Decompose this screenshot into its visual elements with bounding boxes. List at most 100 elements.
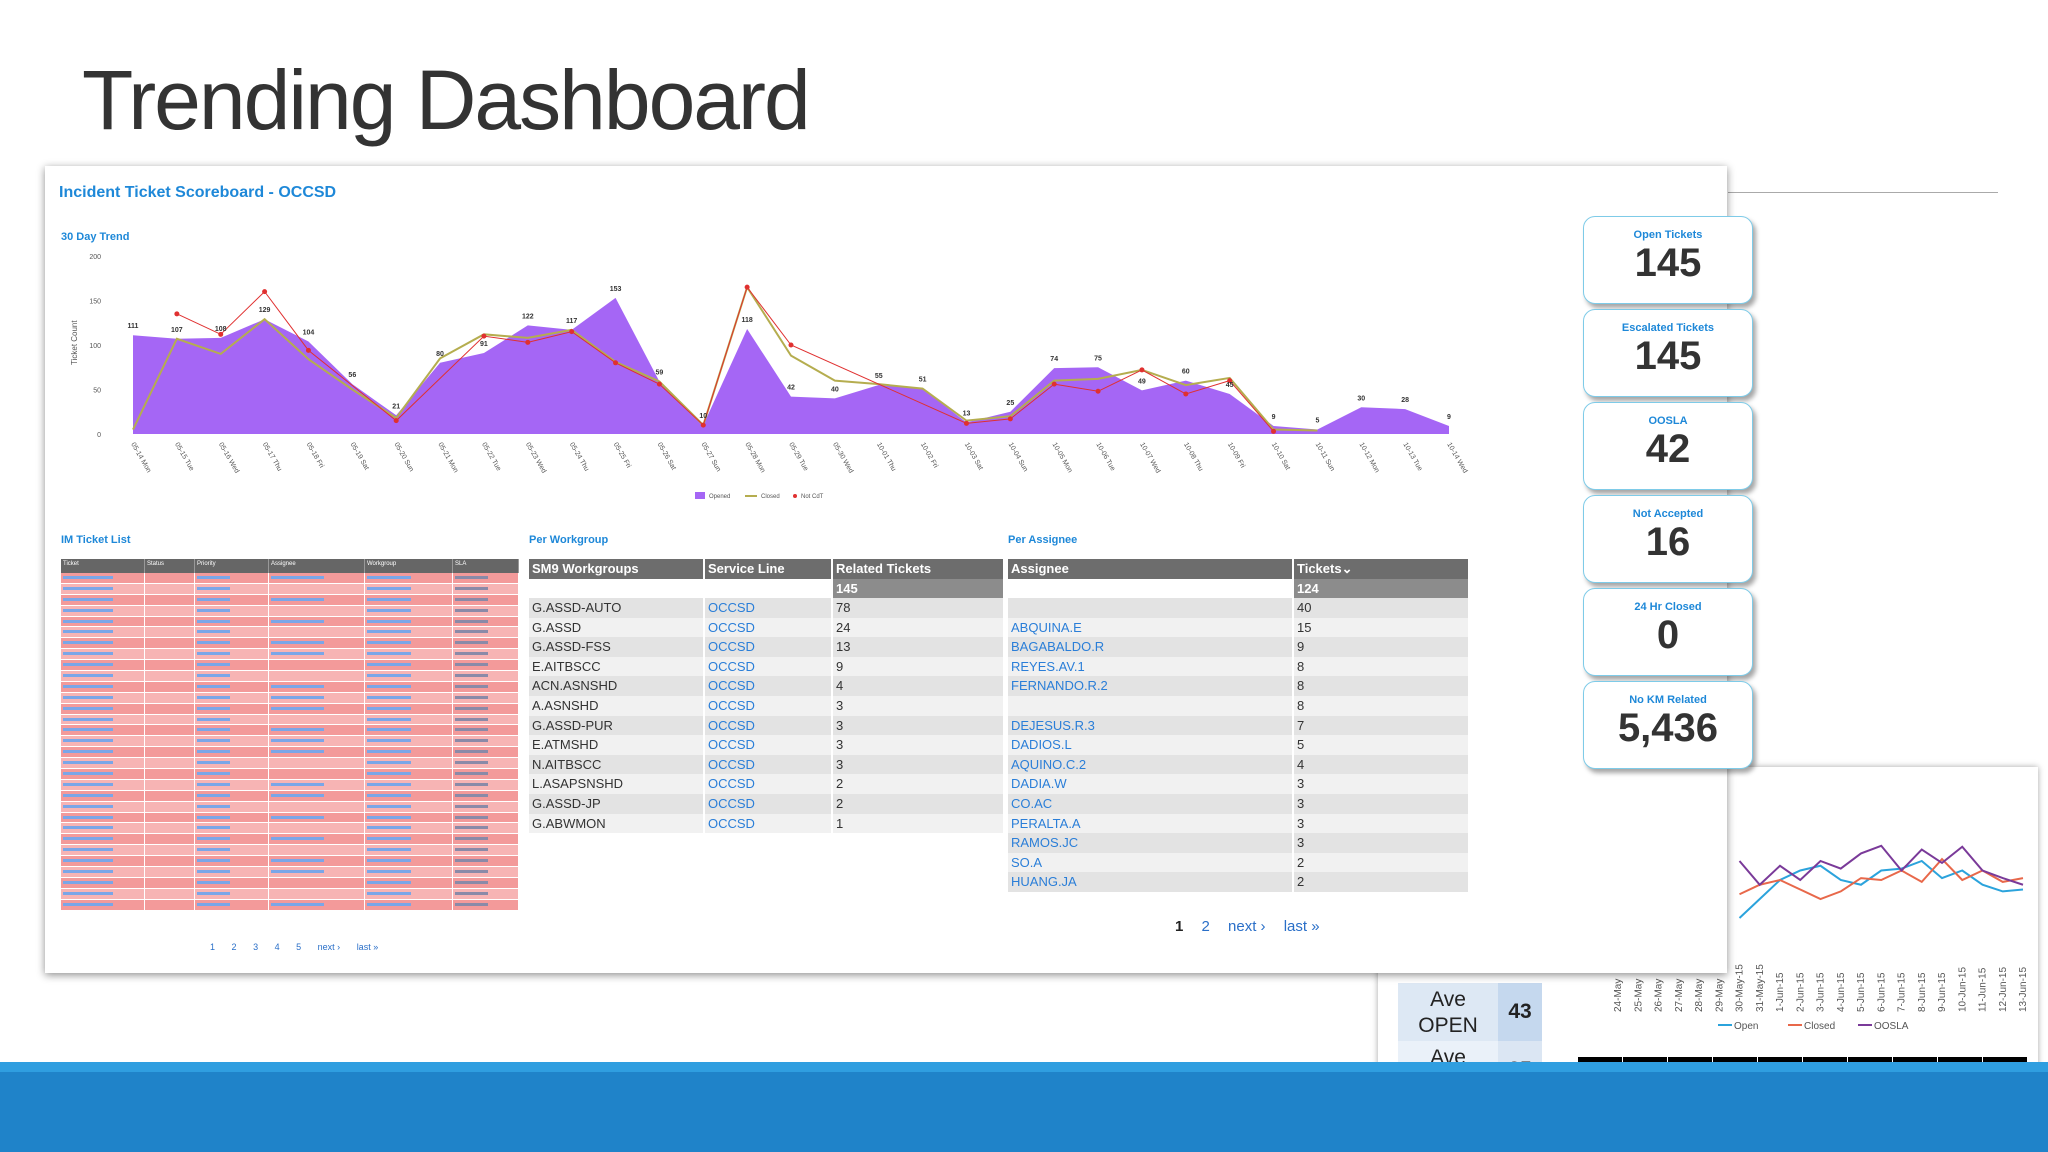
assignee-link[interactable]: AQUINO.C.2	[1008, 754, 1294, 775]
im-col-priority[interactable]: Priority	[195, 559, 269, 573]
assignee-link[interactable]: CO.AC	[1008, 793, 1294, 814]
table-row[interactable]: E.AITBSCC OCCSD 9	[529, 656, 1005, 677]
table-row[interactable]: G.ASSD OCCSD 24	[529, 617, 1005, 638]
table-row[interactable]	[61, 845, 519, 857]
table-row[interactable]: G.ASSD-AUTO OCCSD 78	[529, 598, 1005, 618]
table-row[interactable]	[61, 856, 519, 868]
table-row[interactable]	[61, 583, 519, 595]
table-row[interactable]	[61, 747, 519, 759]
table-row[interactable]: A.ASNSHD OCCSD 3	[529, 695, 1005, 716]
table-row[interactable]	[61, 649, 519, 661]
table-row[interactable]: E.ATMSHD OCCSD 3	[529, 735, 1005, 755]
col-sm9-workgroups[interactable]: SM9 Workgroups	[529, 559, 705, 579]
table-row[interactable]: CO.AC 3	[1008, 793, 1470, 814]
table-row[interactable]	[61, 627, 519, 639]
table-row[interactable]: RAMOS.JC 3	[1008, 833, 1470, 853]
im-page-2[interactable]: 2	[231, 942, 237, 952]
assignee-link[interactable]: DADIA.W	[1008, 774, 1294, 794]
table-row[interactable]	[61, 888, 519, 900]
service-line-link[interactable]: OCCSD	[705, 695, 833, 716]
table-row[interactable]: HUANG.JA 2	[1008, 872, 1470, 892]
table-row[interactable]: G.ASSD-PUR OCCSD 3	[529, 715, 1005, 736]
kpi-no-km-related[interactable]: No KM Related 5,436	[1583, 681, 1753, 769]
service-line-link[interactable]: OCCSD	[705, 735, 833, 755]
table-row[interactable]: N.AITBSCC OCCSD 3	[529, 754, 1005, 775]
table-row[interactable]: 8	[1008, 695, 1470, 716]
table-row[interactable]	[61, 714, 519, 726]
table-row[interactable]	[61, 692, 519, 704]
table-row[interactable]: ABQUINA.E 15	[1008, 617, 1470, 638]
kpi-24hr-closed[interactable]: 24 Hr Closed 0	[1583, 588, 1753, 676]
table-row[interactable]: G.ABWMON OCCSD 1	[529, 813, 1005, 834]
table-row[interactable]: REYES.AV.1 8	[1008, 656, 1470, 677]
table-row[interactable]: DADIA.W 3	[1008, 774, 1470, 794]
im-col-sla[interactable]: SLA	[453, 559, 519, 573]
page-2[interactable]: 2	[1201, 918, 1210, 935]
table-row[interactable]: AQUINO.C.2 4	[1008, 754, 1470, 775]
table-row[interactable]	[61, 899, 519, 911]
table-row[interactable]	[61, 867, 519, 878]
assignee-link[interactable]: RAMOS.JC	[1008, 833, 1294, 853]
service-line-link[interactable]: OCCSD	[705, 813, 833, 834]
page-1[interactable]: 1	[1175, 918, 1184, 935]
kpi-oosla[interactable]: OOSLA 42	[1583, 402, 1753, 490]
table-row[interactable]: PERALTA.A 3	[1008, 813, 1470, 834]
table-row[interactable]	[61, 671, 519, 682]
table-row[interactable]: BAGABALDO.R 9	[1008, 637, 1470, 657]
im-page-last[interactable]: last »	[356, 942, 379, 952]
table-row[interactable]	[61, 736, 519, 748]
service-line-link[interactable]: OCCSD	[705, 793, 833, 814]
col-assignee[interactable]: Assignee	[1008, 559, 1294, 579]
table-row[interactable]	[61, 660, 519, 672]
table-row[interactable]	[61, 703, 519, 715]
table-row[interactable]: 40	[1008, 598, 1470, 618]
im-col-ticket[interactable]: Ticket	[61, 559, 145, 573]
assignee-link[interactable]: FERNANDO.R.2	[1008, 676, 1294, 696]
table-row[interactable]	[61, 616, 519, 628]
table-row[interactable]: ACN.ASNSHD OCCSD 4	[529, 676, 1005, 696]
table-row[interactable]	[61, 725, 519, 737]
page-last[interactable]: last »	[1283, 918, 1320, 935]
table-row[interactable]	[61, 801, 519, 813]
assignee-link[interactable]: ABQUINA.E	[1008, 617, 1294, 638]
table-row[interactable]: FERNANDO.R.2 8	[1008, 676, 1470, 696]
table-row[interactable]	[61, 790, 519, 802]
page-next[interactable]: next ›	[1228, 918, 1266, 935]
im-col-assignee[interactable]: Assignee	[269, 559, 365, 573]
table-row[interactable]	[61, 594, 519, 606]
table-row[interactable]	[61, 769, 519, 780]
table-row[interactable]	[61, 681, 519, 693]
service-line-link[interactable]: OCCSD	[705, 637, 833, 657]
assignee-link[interactable]: REYES.AV.1	[1008, 656, 1294, 677]
table-row[interactable]	[61, 834, 519, 846]
assignee-link[interactable]	[1008, 598, 1294, 618]
table-row[interactable]: G.ASSD-FSS OCCSD 13	[529, 637, 1005, 657]
im-page-3[interactable]: 3	[253, 942, 259, 952]
table-row[interactable]	[61, 812, 519, 824]
table-row[interactable]: DEJESUS.R.3 7	[1008, 715, 1470, 736]
kpi-escalated-tickets[interactable]: Escalated Tickets 145	[1583, 309, 1753, 397]
table-row[interactable]: L.ASAPSNSHD OCCSD 2	[529, 774, 1005, 794]
table-row[interactable]: SO.A 2	[1008, 852, 1470, 873]
service-line-link[interactable]: OCCSD	[705, 715, 833, 736]
service-line-link[interactable]: OCCSD	[705, 774, 833, 794]
table-row[interactable]: DADIOS.L 5	[1008, 735, 1470, 755]
table-row[interactable]: G.ASSD-JP OCCSD 2	[529, 793, 1005, 814]
service-line-link[interactable]: OCCSD	[705, 676, 833, 696]
col-service-line[interactable]: Service Line	[705, 559, 833, 579]
assignee-link[interactable]: HUANG.JA	[1008, 872, 1294, 892]
table-row[interactable]	[61, 638, 519, 650]
kpi-open-tickets[interactable]: Open Tickets 145	[1583, 216, 1753, 304]
table-row[interactable]	[61, 877, 519, 889]
service-line-link[interactable]: OCCSD	[705, 754, 833, 775]
table-row[interactable]	[61, 758, 519, 770]
assignee-link[interactable]: DEJESUS.R.3	[1008, 715, 1294, 736]
assignee-link[interactable]: SO.A	[1008, 852, 1294, 873]
assignee-link[interactable]: DADIOS.L	[1008, 735, 1294, 755]
assignee-link[interactable]: BAGABALDO.R	[1008, 637, 1294, 657]
kpi-not-accepted[interactable]: Not Accepted 16	[1583, 495, 1753, 583]
table-row[interactable]	[61, 573, 519, 584]
im-page-4[interactable]: 4	[274, 942, 280, 952]
col-tickets[interactable]: Tickets⌄	[1294, 559, 1470, 579]
im-page-5[interactable]: 5	[296, 942, 302, 952]
